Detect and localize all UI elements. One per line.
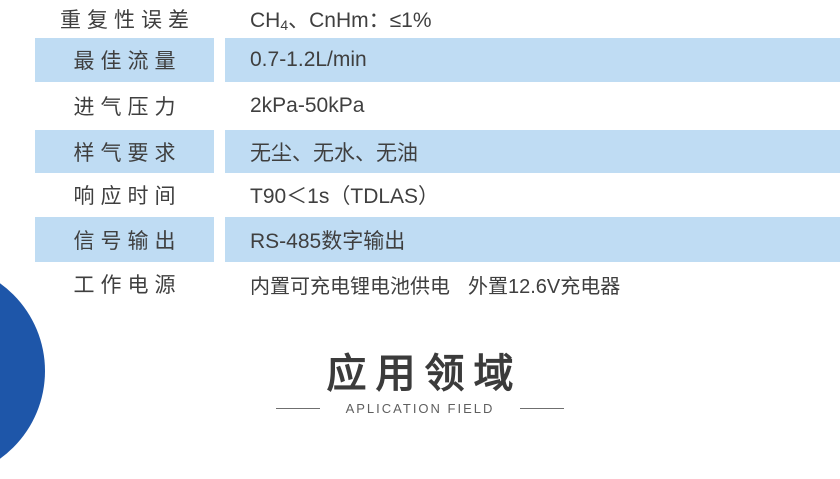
spec-value: 无尘、无水、无油 — [225, 130, 840, 173]
value-subscript: 4 — [280, 17, 289, 33]
spec-value: CH4、CnHm：≤1% — [225, 0, 840, 38]
section-heading: 应用领域 APLICATION FIELD — [0, 350, 840, 416]
spec-row-sample-gas-requirement: 样气要求 无尘、无水、无油 — [0, 130, 840, 173]
spec-row-optimal-flow: 最佳流量 0.7-1.2L/min — [0, 38, 840, 82]
spec-row-response-time: 响应时间 T90＜1s（TDLAS） — [0, 173, 840, 217]
spec-label: 响应时间 — [73, 185, 182, 208]
spec-label: 工作电源 — [73, 274, 182, 297]
section-title: 应用领域 — [326, 352, 523, 396]
value-part1: 内置可充电锂电池供电 — [250, 275, 450, 298]
spec-row-inlet-pressure: 进气压力 2kPa-50kPa — [0, 82, 840, 130]
spec-label: 信号输出 — [35, 217, 214, 262]
spec-label: 重复性误差 — [60, 9, 195, 32]
spec-value: T90＜1s（TDLAS） — [250, 185, 440, 208]
value-part2: 外置12.6V充电器 — [468, 275, 621, 298]
divider-line-left — [275, 408, 320, 409]
spec-label: 进气压力 — [73, 96, 182, 119]
spec-value: 0.7-1.2L/min — [225, 38, 840, 82]
value-suffix: 、CnHm：≤1% — [288, 9, 432, 32]
spec-value: RS-485数字输出 — [225, 217, 840, 262]
spec-row-repeatability-error: 重复性误差 CH4、CnHm：≤1% — [0, 0, 840, 38]
spec-value-text: CH4、CnHm：≤1% — [250, 4, 432, 34]
divider-line-right — [520, 408, 565, 409]
value-prefix: CH — [250, 9, 281, 32]
spec-value: 2kPa-50kPa — [250, 94, 365, 117]
spec-table: 重复性误差 CH4、CnHm：≤1% 最佳流量 0.7-1.2L/min 进气压… — [0, 0, 840, 306]
spec-value: 内置可充电锂电池供电 外置12.6V充电器 — [225, 262, 840, 306]
section-subtitle-row: APLICATION FIELD — [0, 401, 840, 416]
spec-row-working-power: 工作电源 内置可充电锂电池供电 外置12.6V充电器 — [0, 262, 840, 306]
spec-row-signal-output: 信号输出 RS-485数字输出 — [0, 217, 840, 262]
spec-label: 样气要求 — [35, 130, 214, 173]
spec-label: 最佳流量 — [35, 38, 214, 82]
section-subtitle: APLICATION FIELD — [345, 401, 495, 416]
